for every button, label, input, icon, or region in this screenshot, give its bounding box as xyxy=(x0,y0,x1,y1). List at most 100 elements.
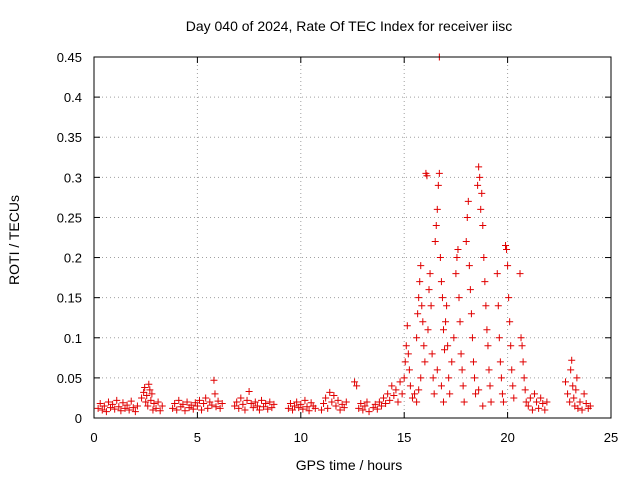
data-point xyxy=(388,382,396,390)
data-point xyxy=(507,342,515,350)
data-point xyxy=(427,302,435,310)
y-tick-label: 0.1 xyxy=(64,331,82,346)
data-point xyxy=(200,400,208,408)
data-point xyxy=(143,392,151,400)
data-point xyxy=(284,404,292,412)
data-point xyxy=(508,366,516,374)
data-point xyxy=(142,398,150,406)
y-tick-label: 0.45 xyxy=(57,50,82,65)
data-point xyxy=(467,310,475,318)
data-point xyxy=(443,302,451,310)
data-point xyxy=(202,394,210,402)
y-tick-label: 0.4 xyxy=(64,90,82,105)
axis-ticks xyxy=(93,56,612,419)
data-point xyxy=(218,400,226,408)
data-point xyxy=(417,374,425,382)
data-point xyxy=(493,270,501,278)
data-point xyxy=(210,376,218,384)
data-point xyxy=(530,390,538,398)
data-point xyxy=(562,378,570,386)
y-axis-label: ROTI / TECUs xyxy=(6,195,22,285)
data-point xyxy=(247,400,255,408)
data-point xyxy=(483,326,491,334)
data-point xyxy=(386,396,394,404)
data-point xyxy=(102,408,110,416)
data-point xyxy=(94,404,102,412)
data-point xyxy=(216,404,224,412)
data-point xyxy=(303,403,311,411)
data-point xyxy=(479,402,487,410)
data-point xyxy=(437,382,445,390)
data-point xyxy=(144,402,152,410)
data-point xyxy=(111,405,119,413)
data-point xyxy=(173,406,181,414)
data-point xyxy=(396,378,404,386)
data-point xyxy=(437,278,445,286)
data-point xyxy=(477,205,485,213)
data-point xyxy=(119,399,127,407)
data-point xyxy=(533,398,541,406)
data-point xyxy=(459,382,467,390)
data-point xyxy=(255,406,263,414)
data-point xyxy=(468,334,476,342)
grid-lines xyxy=(94,57,611,418)
data-point xyxy=(431,238,439,246)
data-point xyxy=(100,402,108,410)
data-point xyxy=(249,404,257,412)
data-point xyxy=(541,406,549,414)
data-point xyxy=(109,400,117,408)
data-point xyxy=(208,401,216,409)
data-point xyxy=(426,270,434,278)
data-point xyxy=(148,390,156,398)
data-point xyxy=(463,213,471,221)
data-point xyxy=(154,398,162,406)
data-point xyxy=(450,334,458,342)
data-point xyxy=(113,396,121,404)
data-point xyxy=(375,398,383,406)
data-point xyxy=(537,394,545,402)
x-tick-label: 5 xyxy=(194,430,201,445)
data-point xyxy=(181,407,189,415)
data-point xyxy=(328,398,336,406)
x-tick-labels: 0 5 10 15 20 25 xyxy=(90,430,618,445)
x-tick-label: 0 xyxy=(90,430,97,445)
data-point xyxy=(408,394,416,402)
data-point xyxy=(499,398,507,406)
data-point xyxy=(570,394,578,402)
data-point xyxy=(474,181,482,189)
data-point xyxy=(320,400,328,408)
data-point xyxy=(503,246,511,254)
data-point xyxy=(526,394,534,402)
data-point xyxy=(522,398,530,406)
data-point xyxy=(424,326,432,334)
data-point xyxy=(520,374,528,382)
data-point xyxy=(421,358,429,366)
data-point xyxy=(289,406,297,414)
data-point xyxy=(129,404,137,412)
data-point xyxy=(524,402,532,410)
data-point xyxy=(509,382,517,390)
data-point xyxy=(125,406,133,414)
data-point xyxy=(365,408,373,416)
data-point xyxy=(96,400,104,408)
data-point xyxy=(416,278,424,286)
data-point xyxy=(183,398,191,406)
data-point xyxy=(576,398,584,406)
data-point xyxy=(471,374,479,382)
data-point xyxy=(415,294,423,302)
data-point xyxy=(332,402,340,410)
data-point xyxy=(262,400,270,408)
data-point xyxy=(413,334,421,342)
y-tick-label: 0.25 xyxy=(57,210,82,225)
data-point xyxy=(436,254,444,262)
data-point xyxy=(340,404,348,412)
data-point xyxy=(342,398,350,406)
data-point xyxy=(243,396,251,404)
data-point xyxy=(371,400,379,408)
data-point xyxy=(140,388,148,396)
data-point xyxy=(453,254,461,262)
data-point xyxy=(573,374,581,382)
data-point xyxy=(432,221,440,229)
data-point xyxy=(586,402,594,410)
data-point xyxy=(405,366,413,374)
